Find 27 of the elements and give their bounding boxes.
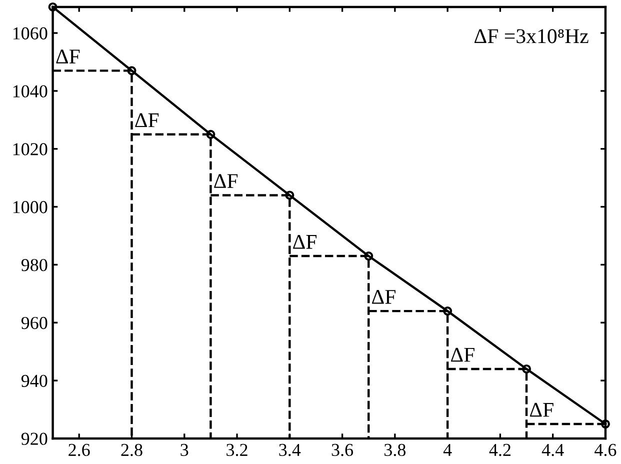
x-tick-label: 4.6: [594, 444, 616, 456]
y-tick-label: 1000: [13, 201, 48, 214]
annotation: ΔF: [56, 50, 80, 64]
x-tick-label: 4.4: [542, 444, 564, 456]
x-tick-label: 3.2: [226, 444, 248, 456]
annotation: ΔF: [214, 174, 238, 188]
y-tick-label: 980: [21, 258, 48, 272]
y-tick-label: 940: [21, 374, 48, 387]
annotation: ΔF: [135, 113, 159, 128]
x-tick-label: 2.8: [121, 444, 142, 456]
annotation: ΔF: [372, 290, 396, 304]
x-tick-label: 4.2: [489, 444, 510, 456]
x-tick-label: 4: [443, 444, 452, 456]
annotation: ΔF: [293, 234, 317, 249]
y-tick-label: 1020: [13, 143, 48, 156]
x-tick-label: 3.8: [384, 444, 406, 456]
y-tick-label: 1040: [13, 85, 48, 98]
annotation: ΔF =3x10⁸Hz: [474, 29, 588, 44]
y-tick-label: 920: [21, 432, 48, 445]
y-tick-label: 960: [21, 316, 48, 330]
x-tick-label: 3.4: [279, 444, 301, 456]
annotation: ΔF: [450, 348, 474, 362]
y-tick-label: 1060: [13, 27, 48, 40]
x-tick-label: 3: [180, 444, 188, 456]
x-tick-label: 2.6: [68, 444, 90, 456]
annotation: ΔF: [530, 402, 554, 417]
x-tick-label: 3.6: [332, 444, 354, 456]
